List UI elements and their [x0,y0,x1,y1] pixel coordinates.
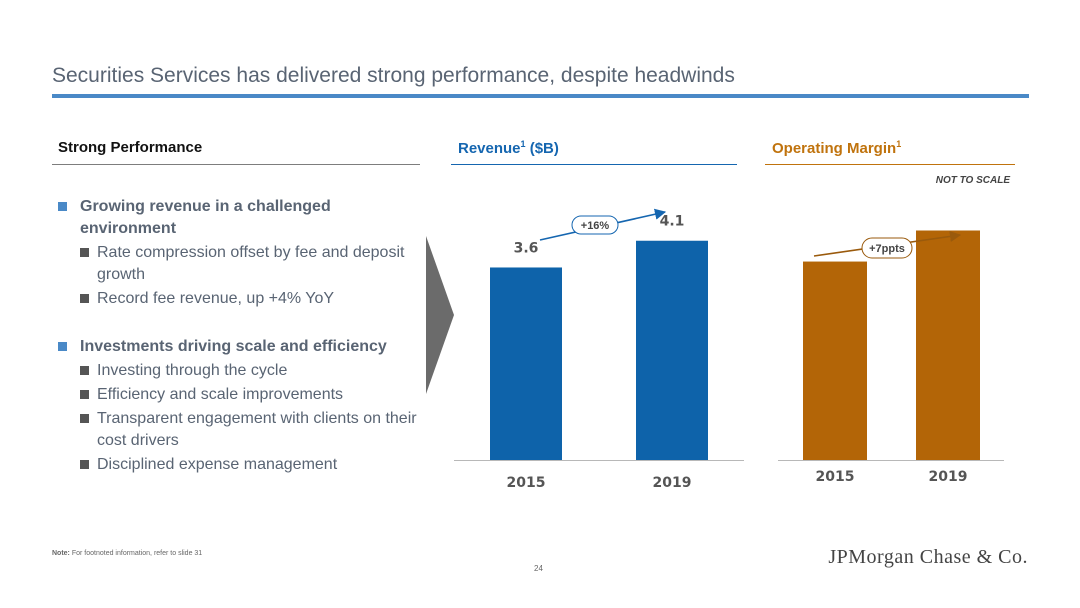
sub-bullet: Record fee revenue, up +4% YoY [58,288,418,310]
margin-heading: Operating Margin1 [772,139,901,157]
title-rule [52,94,1029,98]
sub-bullet: Efficiency and scale improvements [58,384,418,406]
margin-tick-label: 2019 [929,469,968,485]
margin-annotation-badge [861,237,913,259]
square-bullet-icon [58,342,67,351]
sub-bullet-text: Investing through the cycle [97,362,288,379]
revenue-annotation: +16% [581,220,610,232]
revenue-bar [636,240,708,460]
square-bullet-icon [80,248,89,257]
margin-rule [765,164,1015,165]
sub-bullet-text: Rate compression offset by fee and depos… [97,244,405,283]
bullet-group-1-text: Growing revenue in a challenged environm… [80,198,331,237]
revenue-tick-label: 2015 [507,475,546,491]
sub-bullet-text: Record fee revenue, up +4% YoY [97,290,335,307]
margin-tick-label: 2015 [816,469,855,485]
revenue-footnote-marker: 1 [520,139,526,149]
bullet-group-2: Investments driving scale and efficiency [58,336,418,358]
square-bullet-icon [80,460,89,469]
page-title: Securities Services has delivered strong… [52,64,735,87]
margin-footnote-marker: 1 [896,139,902,149]
margin-bar [916,230,980,460]
revenue-annotation-badge [571,215,619,235]
sub-bullet: Rate compression offset by fee and depos… [58,242,418,286]
margin-bar [803,261,867,460]
footnote-text: For footnoted information, refer to slid… [71,550,203,557]
revenue-heading-text: Revenue [458,140,521,157]
bullet-group-1: Growing revenue in a challenged environm… [58,196,418,240]
bullet-group-2-text: Investments driving scale and efficiency [80,338,387,355]
sub-bullet: Disciplined expense management [58,454,418,476]
square-bullet-icon [58,202,67,211]
sub-bullet-text: Disciplined expense management [97,456,338,473]
sub-bullet: Transparent engagement with clients on t… [58,408,418,452]
footnote: Note: For footnoted information, refer t… [52,550,202,557]
page-number: 24 [534,564,543,573]
revenue-unit: ($B) [529,140,559,157]
square-bullet-icon [80,390,89,399]
performance-rule [52,164,420,165]
sub-bullet-text: Efficiency and scale improvements [97,386,344,403]
revenue-bar [490,267,562,460]
square-bullet-icon [80,366,89,375]
not-to-scale-label: NOT TO SCALE [935,175,1010,186]
revenue-tick-label: 2019 [653,475,692,491]
footnote-label: Note: [52,550,70,557]
performance-bullets: Growing revenue in a challenged environm… [58,196,418,476]
revenue-heading: Revenue1 ($B) [458,139,559,157]
chevron-right-icon [426,236,454,394]
sub-bullet: Investing through the cycle [58,360,418,382]
performance-heading: Strong Performance [58,139,203,156]
margin-annotation: +7ppts [869,243,905,255]
margin-heading-text: Operating Margin [772,140,897,157]
revenue-rule [451,164,737,165]
sub-bullet-text: Transparent engagement with clients on t… [97,410,417,449]
revenue-data-label: 4.1 [660,214,685,230]
square-bullet-icon [80,294,89,303]
company-logo: JPMorgan Chase & Co. [828,546,1028,568]
revenue-data-label: 3.6 [514,240,539,256]
square-bullet-icon [80,414,89,423]
